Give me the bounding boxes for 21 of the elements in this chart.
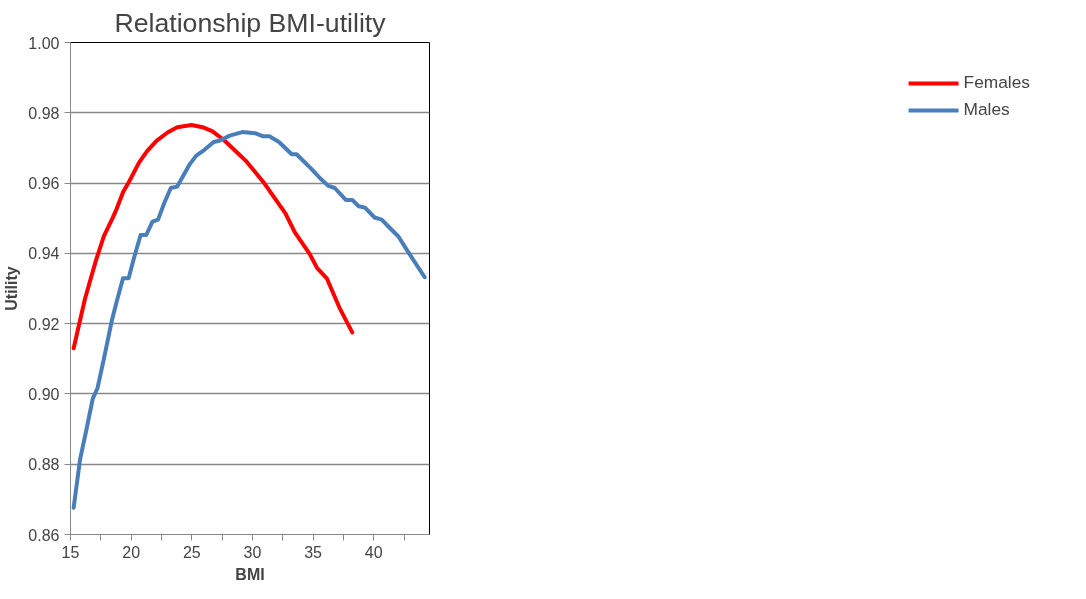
legend-label: Males bbox=[963, 99, 1010, 120]
y-tick-label: 0.90 bbox=[28, 385, 60, 403]
x-tick-label: 15 bbox=[61, 543, 80, 561]
x-tick-label: 30 bbox=[243, 543, 262, 561]
x-tick-label: 35 bbox=[304, 543, 323, 561]
y-tick-label: 0.98 bbox=[28, 104, 60, 122]
line-series bbox=[71, 123, 355, 351]
x-tick-label: 40 bbox=[364, 543, 383, 561]
line-series bbox=[71, 130, 427, 510]
chart-title: Relationship BMI-utility bbox=[114, 7, 387, 38]
x-axis-title: BMI bbox=[235, 565, 265, 583]
y-tick-label: 0.96 bbox=[28, 175, 60, 193]
y-axis-title: Utility bbox=[3, 266, 21, 311]
y-tick-label: 1.00 bbox=[28, 34, 60, 52]
y-tick-label: 0.94 bbox=[28, 245, 60, 263]
x-tick-label: 20 bbox=[122, 543, 141, 561]
legend-label: Females bbox=[963, 72, 1030, 93]
y-tick-label: 0.86 bbox=[28, 526, 60, 544]
y-tick-label: 0.92 bbox=[28, 315, 60, 333]
x-tick-label: 25 bbox=[182, 543, 201, 561]
y-tick-label: 0.88 bbox=[28, 456, 60, 474]
